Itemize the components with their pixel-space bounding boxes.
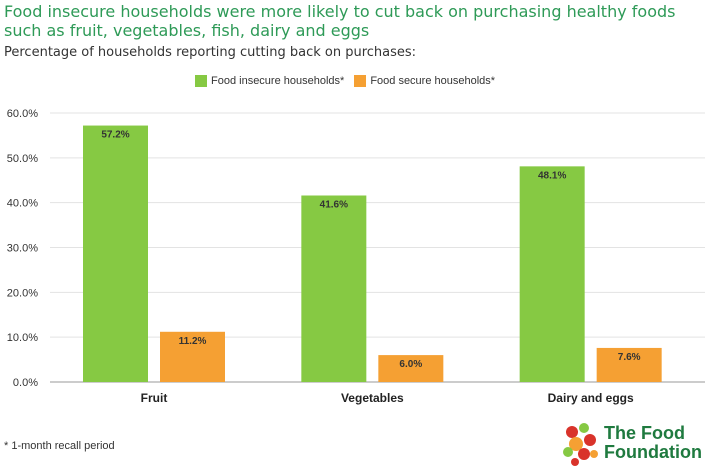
logo-line-2: Foundation xyxy=(604,442,702,462)
legend-swatch-insecure xyxy=(195,75,207,87)
bar-secure xyxy=(378,355,444,382)
data-label: 41.6% xyxy=(320,199,348,210)
data-label: 6.0% xyxy=(399,359,422,370)
x-tick-label: Fruit xyxy=(141,391,168,405)
bar-chart: 0.0% 10.0% 20.0% 30.0% 40.0% 50.0% 60.0% 57.2% 1… xyxy=(7,108,705,405)
logo-text: The Food Foundation xyxy=(604,424,702,462)
chart-subtitle: Percentage of households reporting cutti… xyxy=(4,45,417,60)
y-tick-label: 10.0% xyxy=(7,332,38,344)
bar-insecure xyxy=(301,195,367,382)
y-tick-label: 60.0% xyxy=(7,108,38,120)
legend: Food insecure households* Food secure ho… xyxy=(195,75,505,87)
logo-line-1: The Food xyxy=(604,423,685,443)
legend-item-secure: Food secure households* xyxy=(354,75,495,87)
y-tick-label: 50.0% xyxy=(7,153,38,165)
data-label: 7.6% xyxy=(618,352,641,363)
footnote: * 1-month recall period xyxy=(4,440,115,452)
berries-icon xyxy=(563,423,598,466)
bar-secure xyxy=(160,331,225,382)
legend-label-secure: Food secure households* xyxy=(370,75,496,87)
data-label: 11.2% xyxy=(179,336,207,347)
x-tick-label: Vegetables xyxy=(341,391,404,405)
bar-insecure xyxy=(83,125,148,382)
bar-insecure xyxy=(519,166,585,382)
legend-item-insecure: Food insecure households* xyxy=(195,75,344,87)
food-foundation-logo: The Food Foundation xyxy=(560,418,705,468)
data-label: 48.1% xyxy=(538,170,566,181)
x-tick-label: Dairy and eggs xyxy=(548,391,634,405)
bar-secure xyxy=(596,347,662,382)
y-tick-label: 0.0% xyxy=(13,377,38,389)
y-tick-label: 20.0% xyxy=(7,287,38,299)
legend-swatch-secure xyxy=(354,75,367,87)
legend-label-insecure: Food insecure households* xyxy=(211,75,345,87)
y-tick-label: 30.0% xyxy=(7,243,38,255)
chart-title: Food insecure households were more likel… xyxy=(4,2,676,40)
y-tick-label: 40.0% xyxy=(7,198,38,210)
data-label: 57.2% xyxy=(101,130,129,141)
